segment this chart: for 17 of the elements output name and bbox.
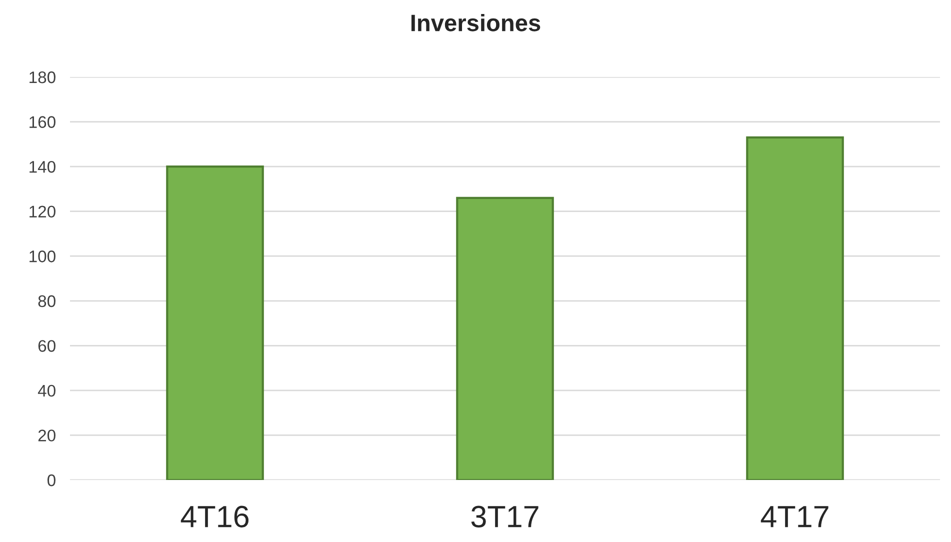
y-tick-label: 0 [47,474,56,486]
bar [456,196,554,480]
y-tick-label: 40 [38,384,56,397]
y-tick-label: 100 [30,250,56,262]
y-tick-label: 140 [30,160,56,173]
bar [746,136,844,480]
y-tick-label: 20 [38,430,56,442]
x-tick-label: 3T17 [471,506,538,528]
chart-title: Inversiones [411,14,540,32]
y-tick-label: 180 [30,71,56,84]
y-tick-label: 60 [38,340,56,352]
x-tick-label: 4T17 [760,506,828,528]
y-tick-label: 120 [30,206,56,218]
bar [166,166,264,480]
y-tick-label: 160 [30,116,56,128]
y-tick-label: 80 [38,295,56,308]
x-tick-label: 4T16 [180,506,248,528]
